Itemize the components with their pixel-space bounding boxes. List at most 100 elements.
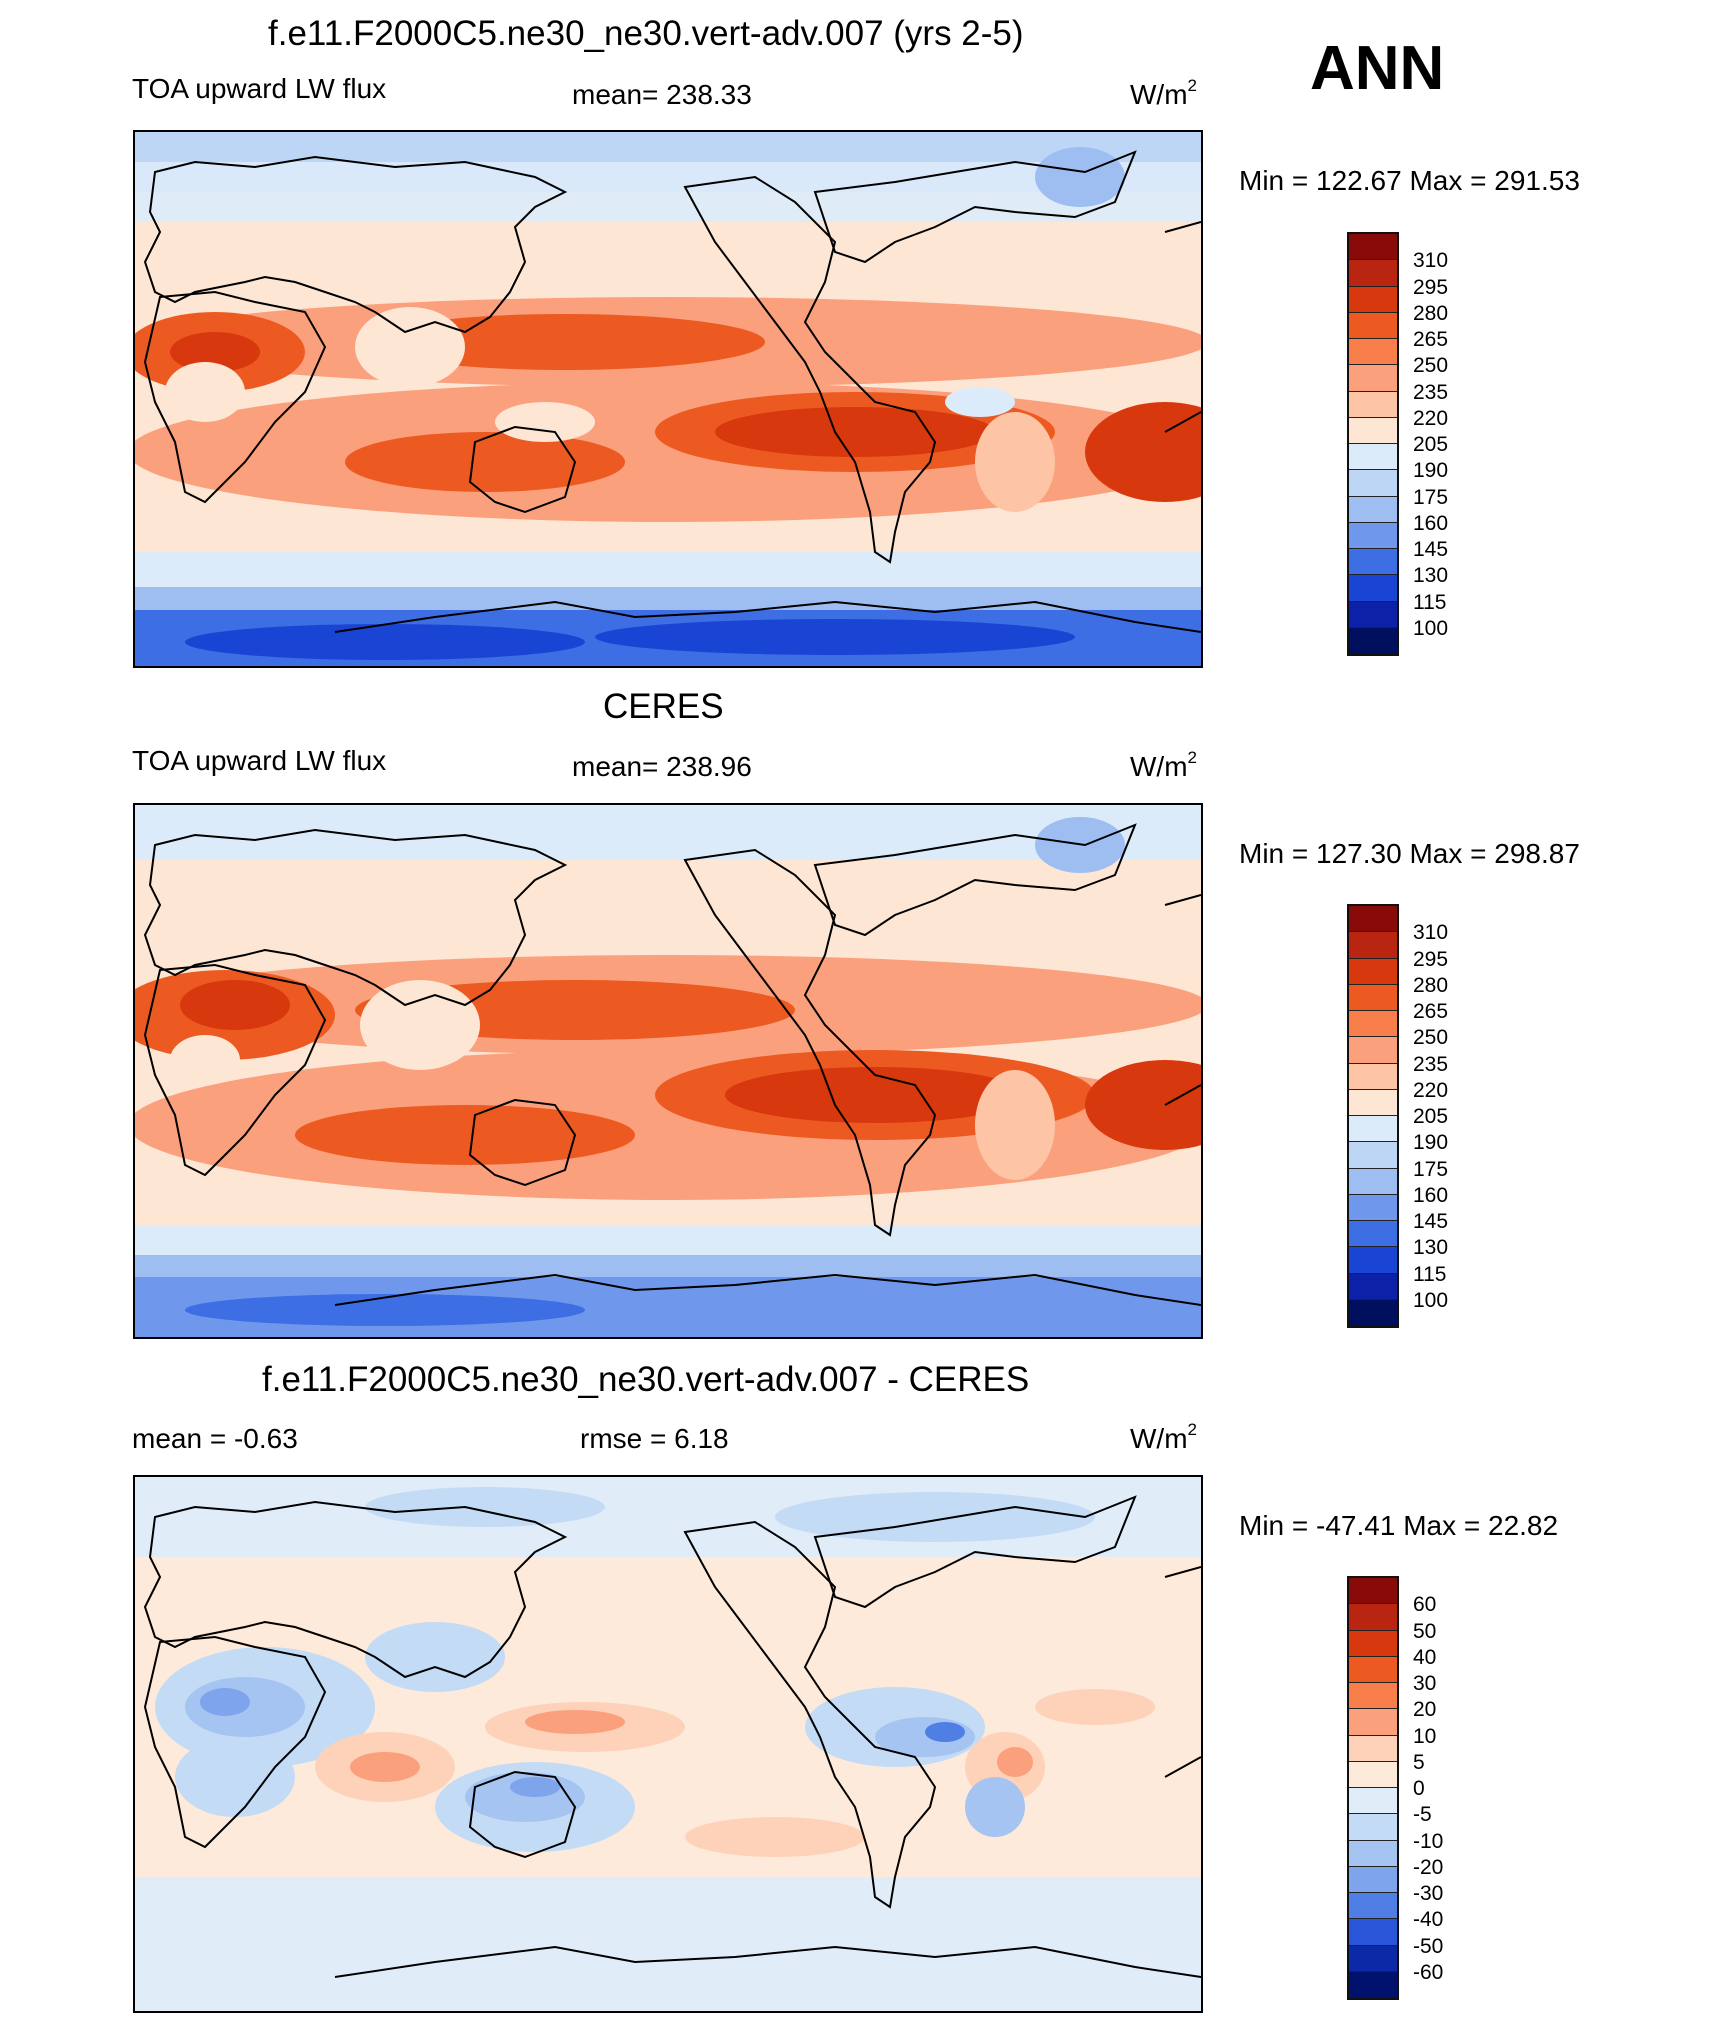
colorbar-label: 60 — [1413, 1593, 1437, 1616]
panel-3-map — [133, 1475, 1203, 2013]
swatch — [1349, 1221, 1397, 1248]
colorbar-label: -40 — [1413, 1908, 1444, 1931]
swatch — [1349, 575, 1397, 602]
swatch — [1349, 312, 1397, 339]
swatch — [1349, 234, 1397, 261]
colorbar-label: 250 — [1413, 354, 1449, 377]
colorbar-label: 280 — [1413, 302, 1449, 325]
colorbar-label: -10 — [1413, 1830, 1444, 1853]
panel-2-colorbar — [1347, 904, 1399, 1328]
panel-1-title: f.e11.F2000C5.ne30_ne30.vert-adv.007 (yr… — [268, 14, 1024, 53]
swatch — [1349, 1788, 1397, 1815]
colorbar-label: 220 — [1413, 407, 1449, 430]
swatch — [1349, 470, 1397, 497]
panel-2-variable-label: TOA upward LW flux — [132, 745, 387, 776]
panel-3-minmax: Min = -47.41 Max = 22.82 — [1239, 1510, 1559, 1541]
colorbar-label: 30 — [1413, 1672, 1437, 1695]
swatch — [1349, 417, 1397, 444]
colorbar-label: 115 — [1413, 1263, 1447, 1286]
swatch — [1349, 1089, 1397, 1116]
swatch — [1349, 984, 1397, 1011]
swatch — [1349, 601, 1397, 628]
swatch — [1349, 365, 1397, 392]
colorbar-label: 115 — [1413, 591, 1447, 614]
colorbar-label: 20 — [1413, 1698, 1437, 1721]
swatch — [1349, 522, 1397, 549]
swatch — [1349, 1194, 1397, 1221]
panel-2-map-svg — [135, 805, 1201, 1337]
swatch — [1349, 1604, 1397, 1631]
swatch — [1349, 1866, 1397, 1893]
panel-1-map-svg — [135, 132, 1201, 666]
swatch — [1349, 286, 1397, 313]
swatch — [1349, 1142, 1397, 1169]
swatch — [1349, 1761, 1397, 1788]
colorbar-label: 235 — [1413, 1053, 1449, 1076]
colorbar-label: 175 — [1413, 486, 1449, 509]
swatch — [1349, 1037, 1397, 1064]
panel-1-minmax: Min = 122.67 Max = 291.53 — [1239, 165, 1580, 196]
colorbar-label: 100 — [1413, 617, 1449, 640]
colorbar-label: 250 — [1413, 1026, 1449, 1049]
swatch — [1349, 1011, 1397, 1038]
colorbar-label: 130 — [1413, 1236, 1449, 1259]
swatch — [1349, 906, 1397, 933]
swatch — [1349, 1893, 1397, 1920]
colorbar-label: 265 — [1413, 1000, 1449, 1023]
panel-3-colorbar — [1347, 1576, 1399, 2000]
colorbar-label: 5 — [1413, 1751, 1425, 1774]
colorbar-label: 40 — [1413, 1646, 1437, 1669]
swatch — [1349, 339, 1397, 366]
swatch — [1349, 1709, 1397, 1736]
colorbar-label: 280 — [1413, 974, 1449, 997]
colorbar-label: 130 — [1413, 564, 1449, 587]
swatch — [1349, 444, 1397, 471]
swatch — [1349, 627, 1397, 654]
panel-3-rmse-label: rmse = 6.18 — [580, 1423, 729, 1454]
panel-1-units: W/m2 — [1130, 76, 1197, 110]
swatch — [1349, 549, 1397, 576]
swatch — [1349, 1273, 1397, 1300]
colorbar-label: 100 — [1413, 1289, 1449, 1312]
colorbar-label: 50 — [1413, 1620, 1437, 1643]
swatch — [1349, 1656, 1397, 1683]
swatch — [1349, 1168, 1397, 1195]
panel-3-map-svg — [135, 1477, 1201, 2011]
swatch — [1349, 496, 1397, 523]
swatch — [1349, 1945, 1397, 1972]
colorbar-label: -30 — [1413, 1882, 1444, 1905]
colorbar-label: 295 — [1413, 276, 1449, 299]
panel-2-mean-label: mean= 238.96 — [572, 751, 752, 782]
season-label: ANN — [1310, 34, 1445, 103]
swatch — [1349, 1247, 1397, 1274]
colorbar-label: 175 — [1413, 1158, 1449, 1181]
colorbar-label: 220 — [1413, 1079, 1449, 1102]
colorbar-label: 295 — [1413, 948, 1449, 971]
colorbar-label: 205 — [1413, 433, 1449, 456]
colorbar-label: 205 — [1413, 1105, 1449, 1128]
swatch — [1349, 1735, 1397, 1762]
swatch — [1349, 1814, 1397, 1841]
panel-1-variable-label: TOA upward LW flux — [132, 73, 387, 104]
swatch — [1349, 1299, 1397, 1326]
swatch — [1349, 1683, 1397, 1710]
colorbar-label: 145 — [1413, 1210, 1449, 1233]
swatch — [1349, 1578, 1397, 1605]
colorbar-label: 190 — [1413, 1131, 1449, 1154]
swatch — [1349, 260, 1397, 287]
swatch — [1349, 1840, 1397, 1867]
swatch — [1349, 1919, 1397, 1946]
panel-2-map — [133, 803, 1203, 1339]
colorbar-label: 10 — [1413, 1725, 1437, 1748]
panel-1-colorbar — [1347, 232, 1399, 656]
swatch — [1349, 932, 1397, 959]
colorbar-label: 0 — [1413, 1777, 1425, 1800]
panel-1-mean-label: mean= 238.33 — [572, 79, 752, 110]
panel-3-title: f.e11.F2000C5.ne30_ne30.vert-adv.007 - C… — [262, 1360, 1030, 1399]
panel-2-units: W/m2 — [1130, 748, 1197, 782]
colorbar-label: 145 — [1413, 538, 1449, 561]
panel-3-units: W/m2 — [1130, 1420, 1197, 1454]
swatch — [1349, 1971, 1397, 1998]
swatch — [1349, 391, 1397, 418]
colorbar-label: 310 — [1413, 249, 1449, 272]
